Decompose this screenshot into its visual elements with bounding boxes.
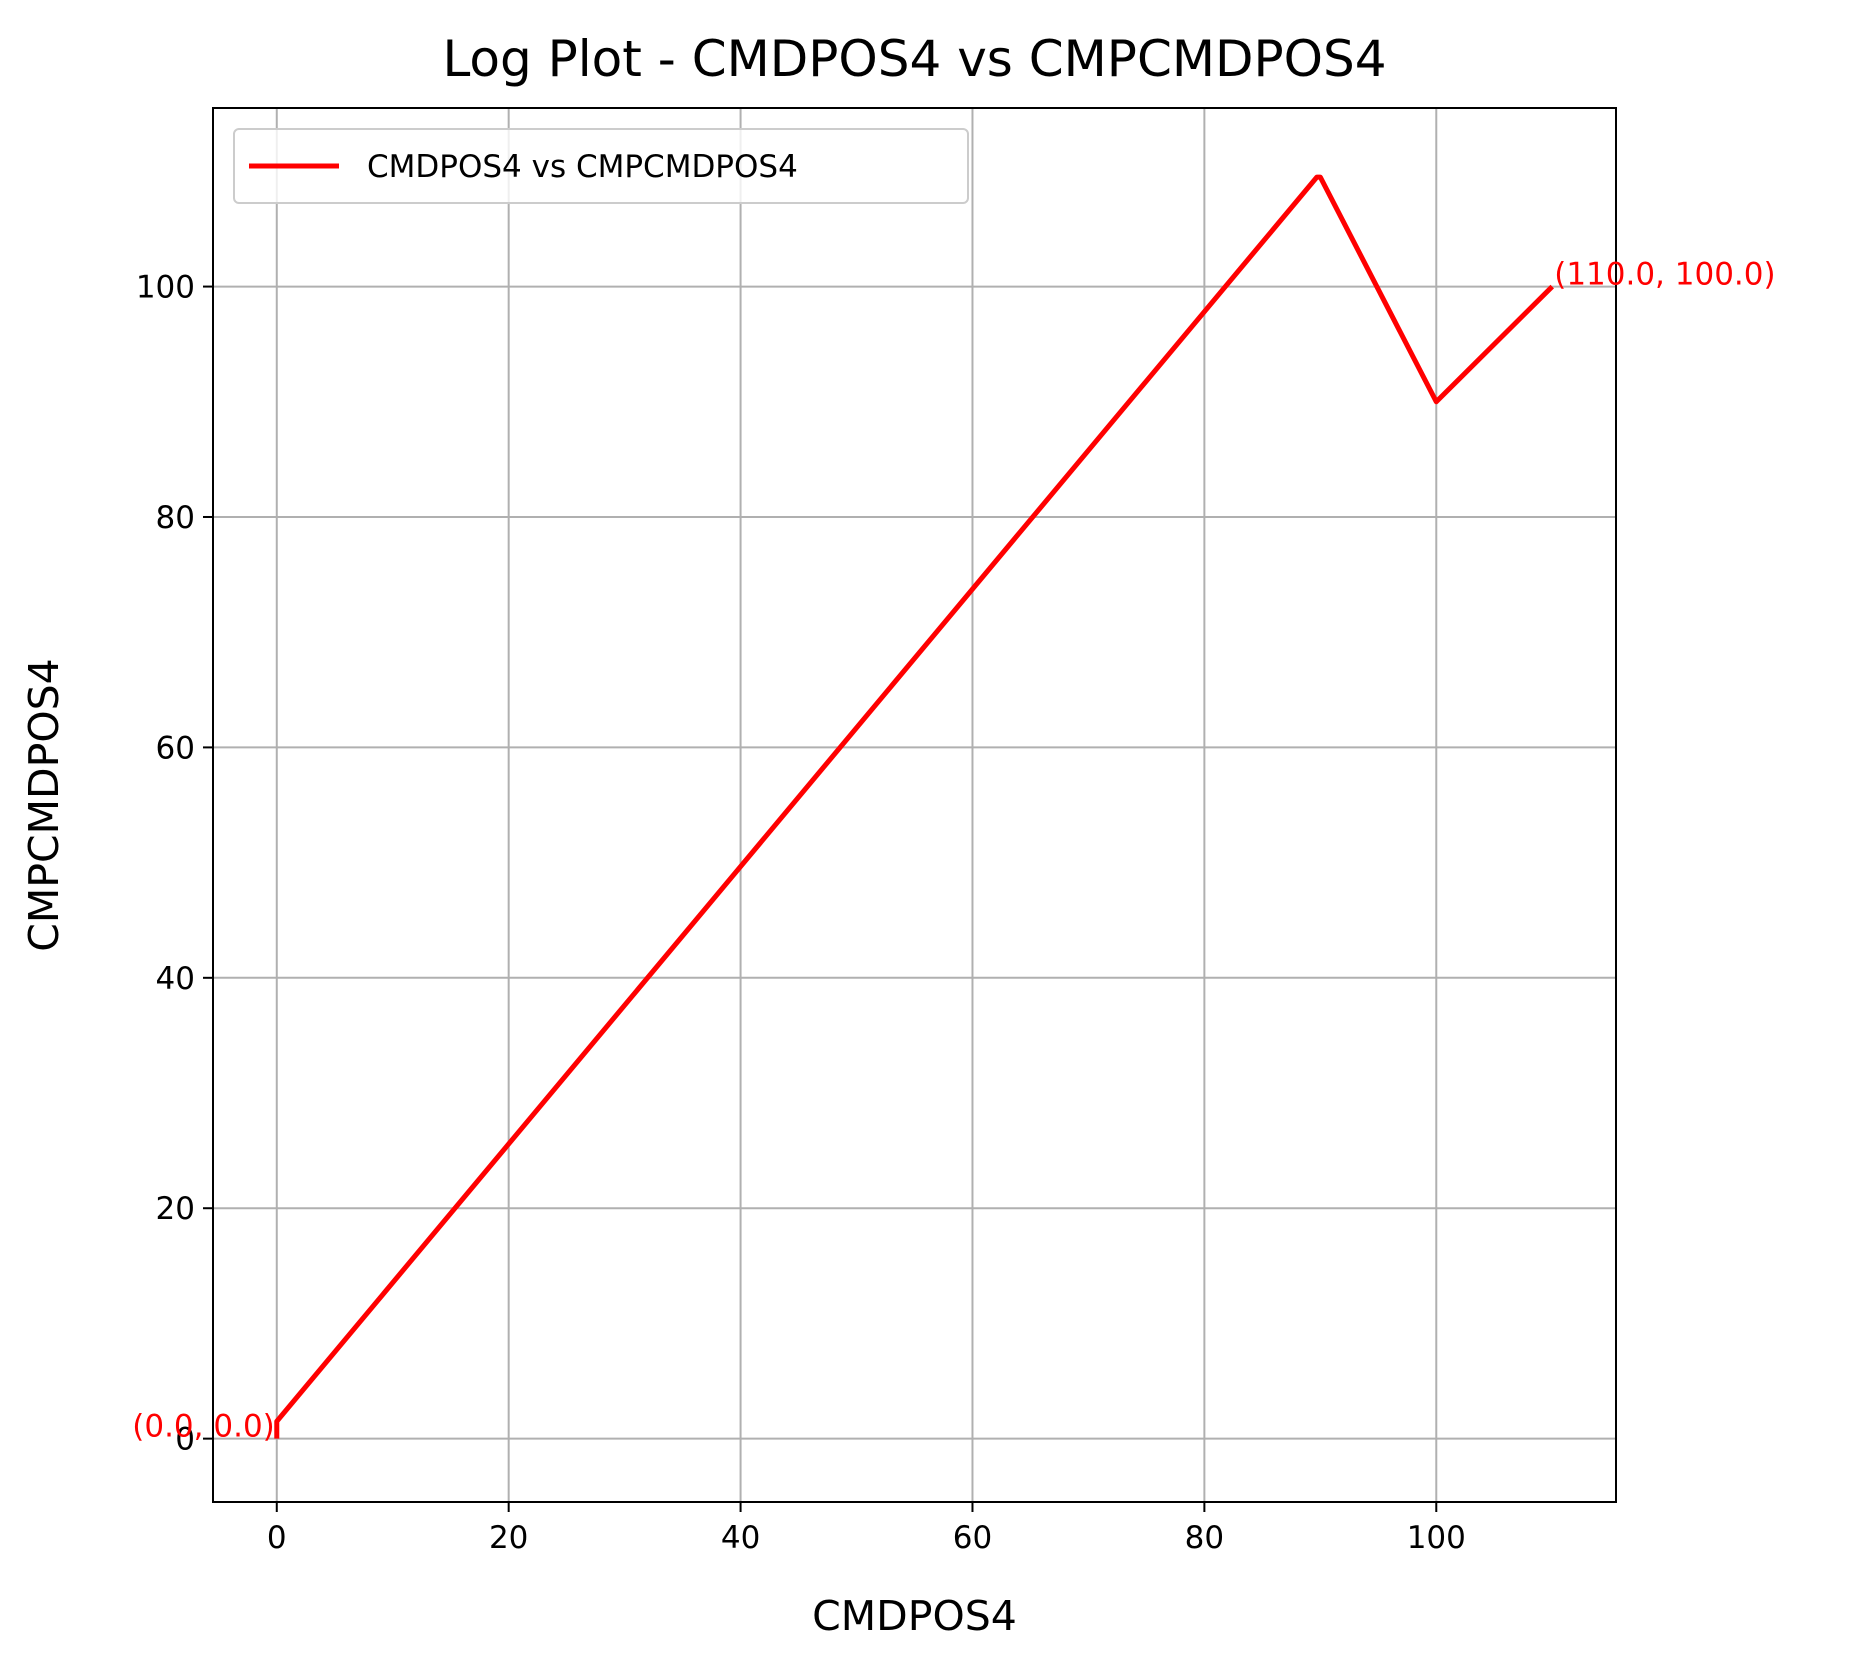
x-tick-label: 40 <box>721 1520 760 1556</box>
point-annotation: (0.0, 0.0) <box>132 1409 275 1445</box>
chart-title: Log Plot - CMDPOS4 vs CMPCMDPOS4 <box>442 30 1386 88</box>
axis-ticks: 0 20 40 60 80 100 0 20 40 60 80 100 <box>136 270 1466 1556</box>
plot-area-frame <box>212 107 1617 1503</box>
x-tick-label: 100 <box>1407 1520 1466 1556</box>
series-line <box>274 174 1554 1439</box>
point-annotation: (110.0, 100.0) <box>1554 257 1775 293</box>
x-tick-label: 80 <box>1185 1520 1224 1556</box>
x-tick-label: 20 <box>489 1520 528 1556</box>
annotations: (0.0, 0.0) (110.0, 100.0) <box>132 257 1775 1445</box>
legend-entry-label: CMDPOS4 vs CMPCMDPOS4 <box>367 149 798 185</box>
y-tick-label: 20 <box>156 1191 195 1227</box>
y-axis-title: CMPCMDPOS4 <box>20 658 68 951</box>
x-tick-label: 60 <box>953 1520 992 1556</box>
y-tick-label: 40 <box>156 961 195 997</box>
y-tick-label: 80 <box>156 500 195 536</box>
y-tick-label: 0 <box>175 1422 195 1458</box>
x-tick-label: 0 <box>267 1520 287 1556</box>
legend: CMDPOS4 vs CMPCMDPOS4 <box>233 128 969 204</box>
legend-box <box>233 128 969 204</box>
grid-lines <box>213 108 1616 1502</box>
x-axis-title: CMDPOS4 <box>812 1592 1017 1640</box>
y-tick-label: 60 <box>156 730 195 766</box>
series-lines <box>274 174 1554 1439</box>
y-tick-label: 100 <box>136 270 195 306</box>
